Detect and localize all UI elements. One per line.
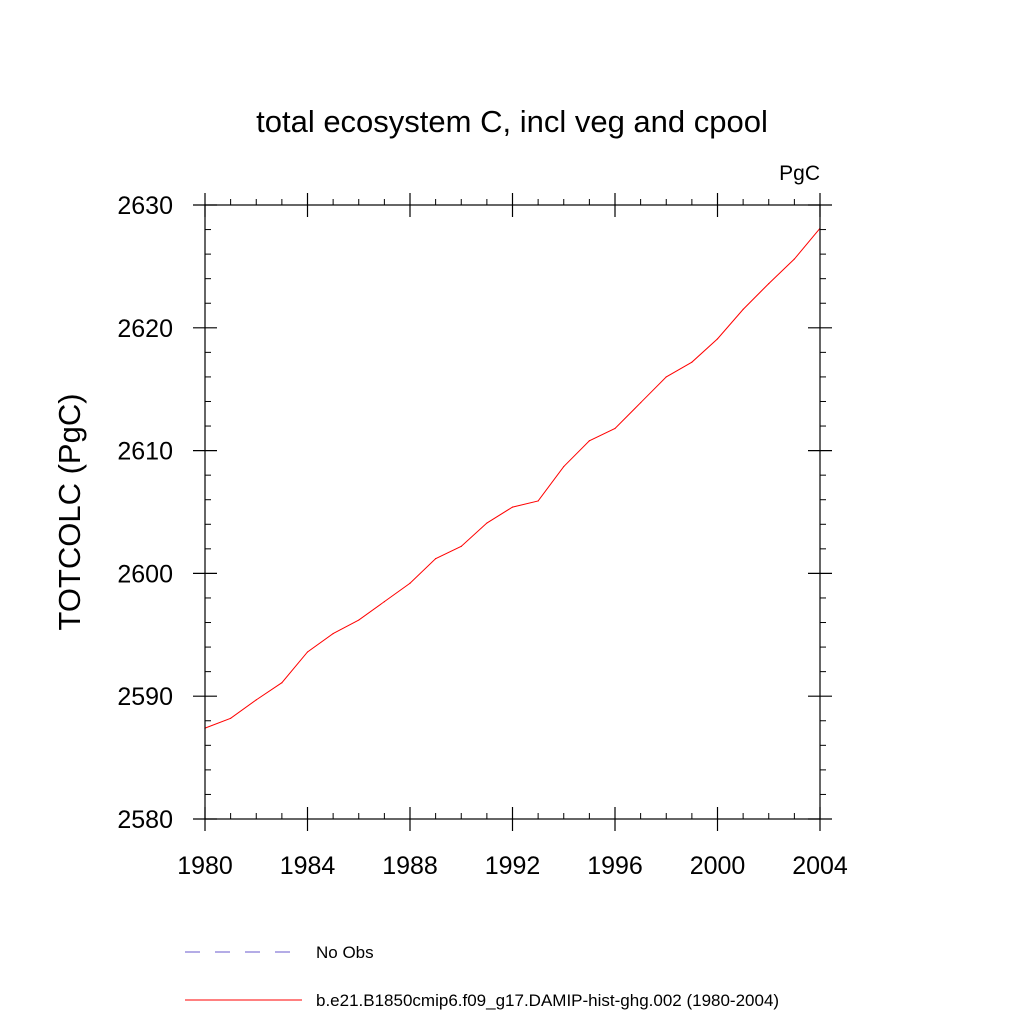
series-1-point [409, 582, 411, 584]
x-tick-label: 1980 [177, 852, 233, 880]
series-1-point [281, 682, 283, 684]
series-1-point [486, 522, 488, 524]
y-axis-label: TOTCOLC (PgC) [52, 393, 87, 630]
x-tick-label: 2004 [792, 852, 848, 880]
series-1-point [255, 699, 257, 701]
series-line-1 [204, 228, 821, 729]
units-label: PgC [779, 162, 820, 185]
series-1-point [640, 402, 642, 404]
series-1-point [358, 619, 360, 621]
series-1-point [588, 440, 590, 442]
series-1-point [435, 558, 437, 560]
x-tick-label: 1988 [382, 852, 438, 880]
plot-frame [204, 204, 821, 820]
x-tick-label: 2000 [690, 852, 746, 880]
series-1-point [460, 545, 462, 547]
series-1-point [716, 338, 719, 340]
axis-ticks: 1980 1984 1988 1992 1996 2000 2004 2580 2590 2600… [117, 192, 848, 880]
chart-title: total ecosystem C, incl veg and cpool [256, 104, 768, 139]
series-1-point [230, 717, 232, 719]
series-1-point [563, 465, 565, 468]
y-tick-label: 2630 [117, 192, 173, 220]
y-tick-label: 2580 [117, 806, 173, 834]
series-1-point [332, 632, 334, 635]
legend: No Obs b.e21.B1850cmip6.f09_g17.DAMIP-his… [185, 943, 779, 1010]
series-1-point [511, 506, 514, 508]
series-1-point [793, 258, 795, 260]
series-1-point [614, 427, 616, 430]
legend-label: No Obs [316, 943, 374, 962]
y-tick-label: 2620 [117, 315, 173, 343]
series-1-point [306, 651, 309, 653]
series-layer [204, 227, 821, 729]
series-1-point [537, 500, 539, 502]
y-tick-label: 2590 [117, 683, 173, 711]
y-tick-label: 2610 [117, 438, 173, 466]
y-tick-label: 2600 [117, 560, 173, 588]
legend-label: b.e21.B1850cmip6.f09_g17.DAMIP-hist-ghg.… [316, 991, 779, 1010]
x-tick-label: 1984 [280, 852, 336, 880]
x-tick-label: 1992 [485, 852, 541, 880]
series-1-point [742, 308, 744, 310]
series-1-point [768, 282, 770, 285]
series-1-point [665, 376, 667, 378]
x-tick-label: 1996 [587, 852, 643, 880]
series-1-point [383, 601, 385, 603]
series-1-point [691, 361, 693, 363]
